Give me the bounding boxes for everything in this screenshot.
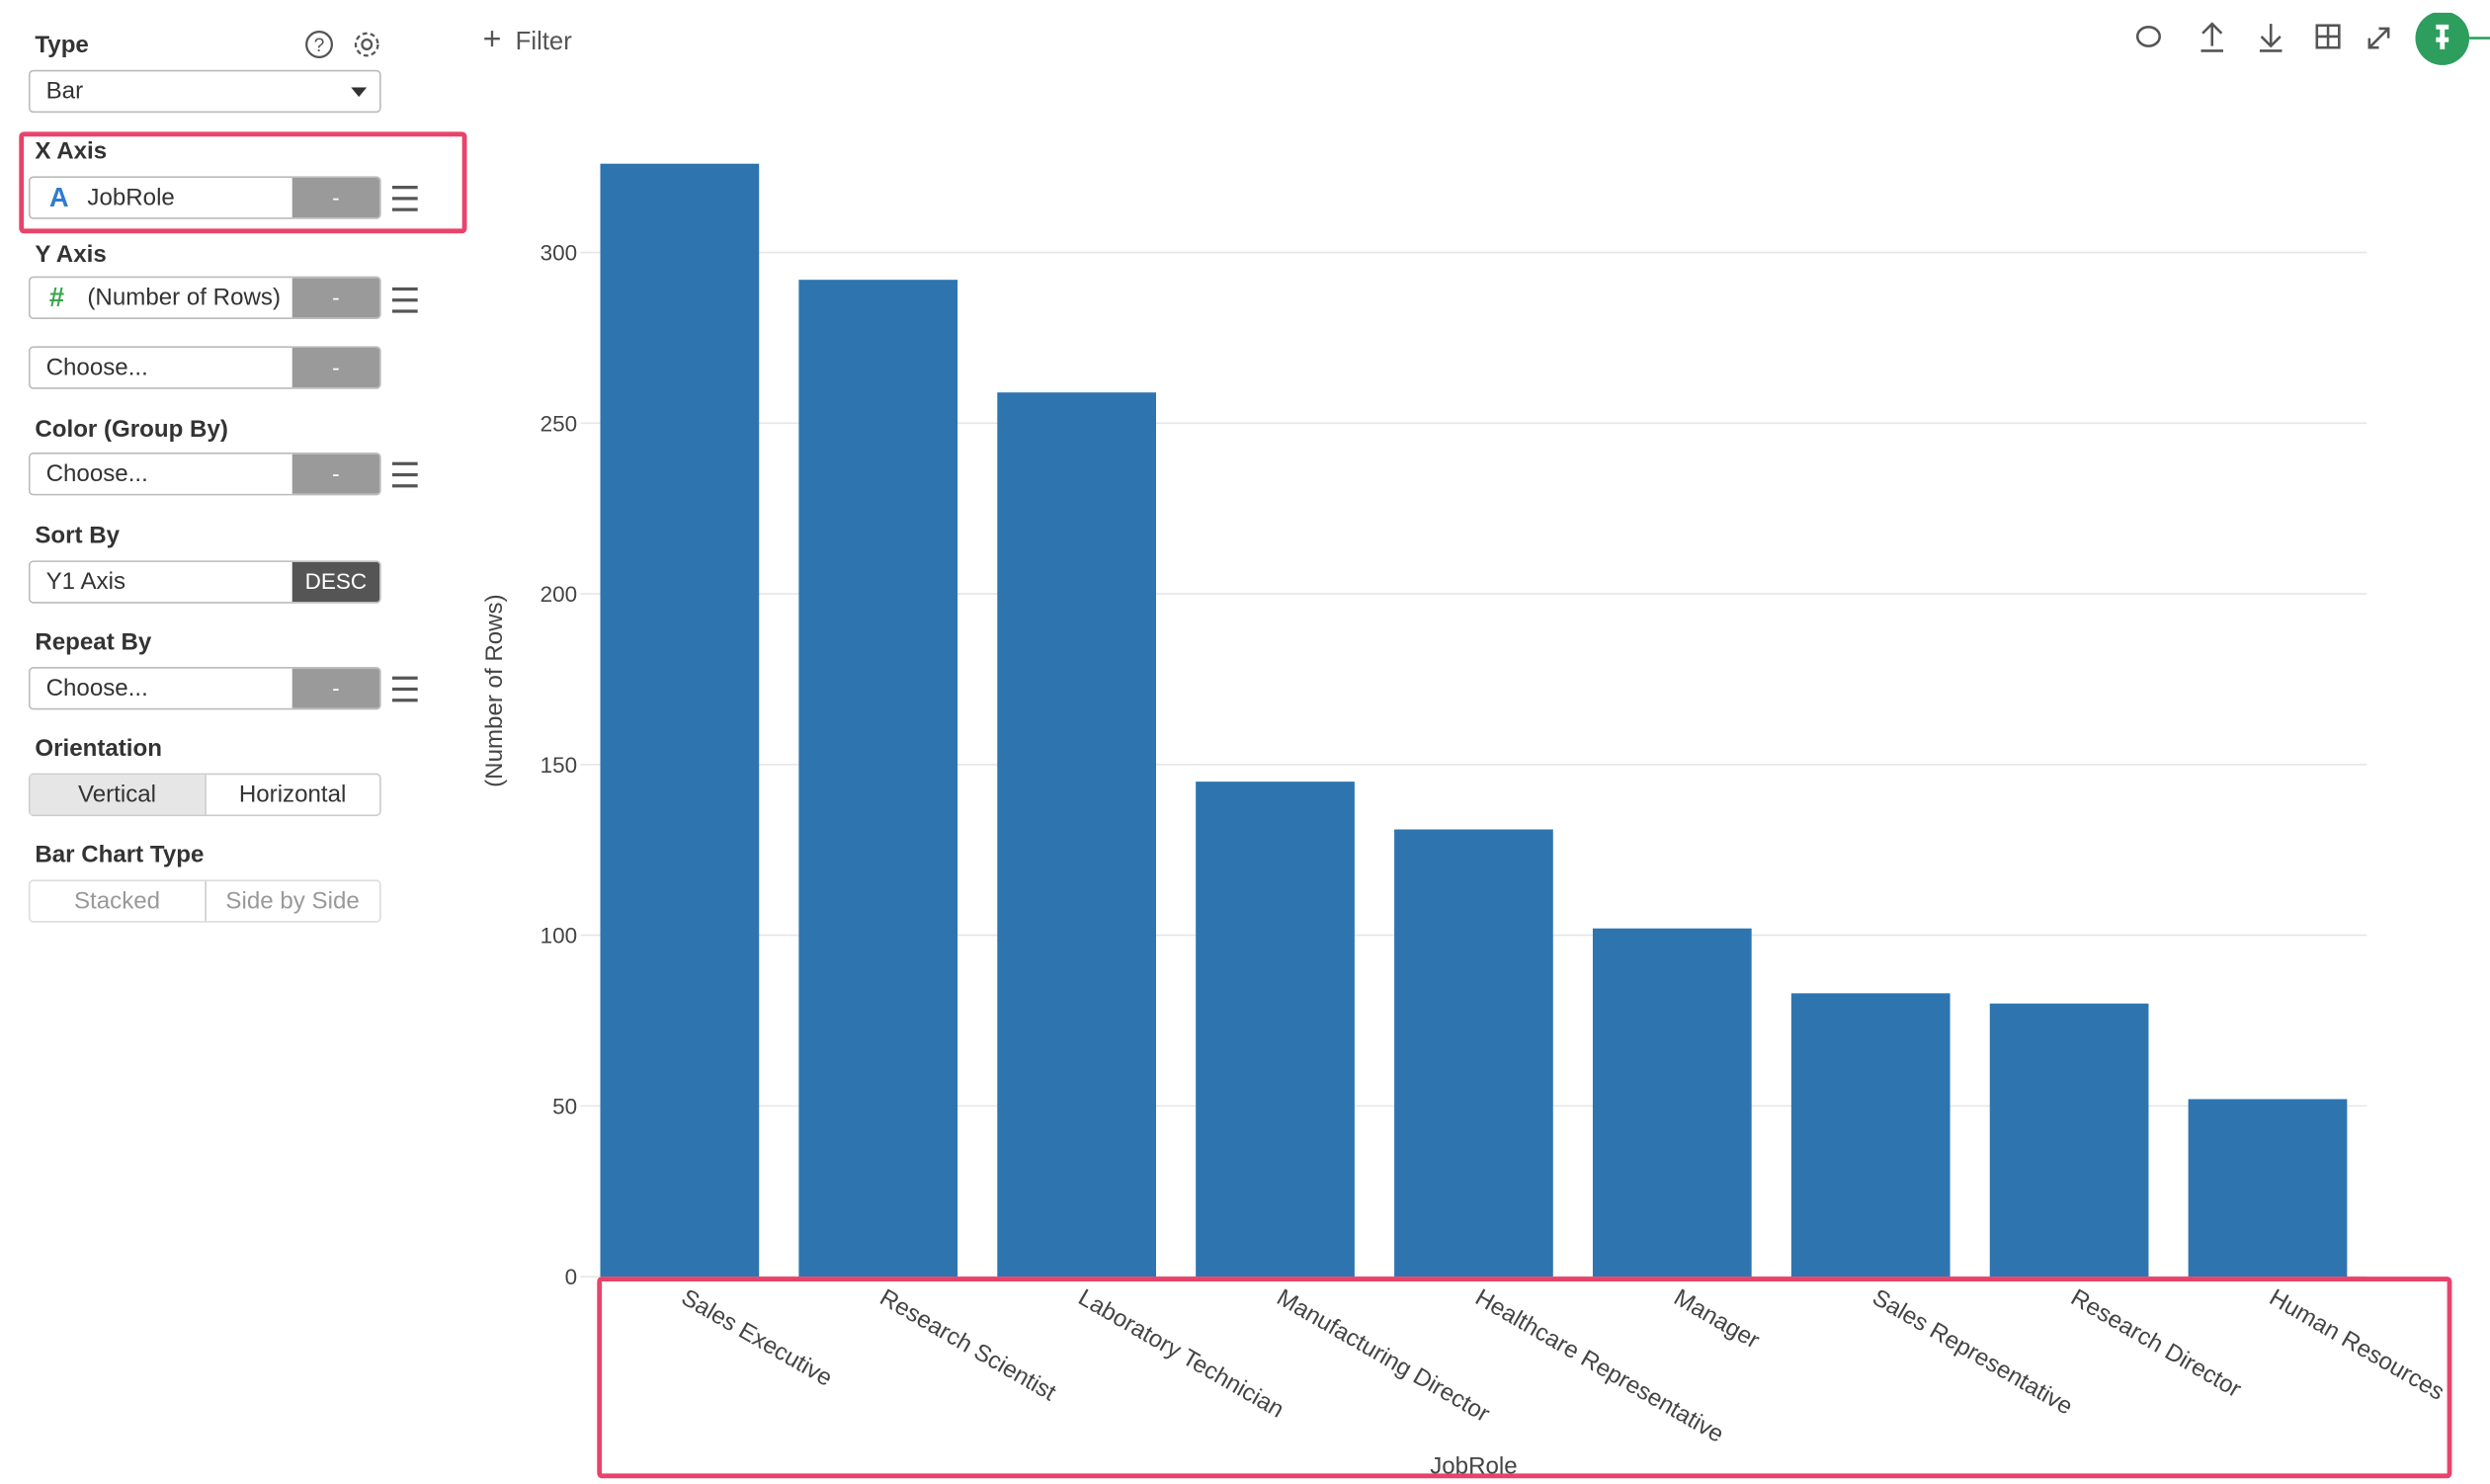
color-value: Choose...: [45, 460, 148, 488]
bar-type-label: Bar Chart Type: [35, 841, 205, 869]
filter-button[interactable]: + Filter: [482, 22, 572, 57]
sort-field[interactable]: Y1 Axis DESC: [28, 560, 381, 604]
repeat-label: Repeat By: [35, 628, 152, 656]
y-axis-value-2: Choose...: [45, 354, 148, 381]
type-value: Bar: [45, 77, 84, 106]
menu-icon[interactable]: [391, 186, 418, 211]
y-axis-field-2[interactable]: Choose... -: [28, 346, 381, 389]
remove-button[interactable]: -: [291, 177, 380, 218]
bar: [1196, 782, 1355, 1278]
y-tick-label: 150: [540, 753, 578, 778]
y-tick-label: 0: [565, 1265, 578, 1289]
y-axis-label: Y Axis: [35, 241, 107, 269]
sort-label: Sort By: [35, 522, 121, 550]
bar: [600, 163, 760, 1278]
x-axis-field[interactable]: A JobRole -: [28, 176, 381, 219]
x-axis-value: JobRole: [87, 184, 175, 211]
bar-type-toggle: Stacked Side by Side: [28, 879, 381, 923]
bar-type-option[interactable]: Side by Side: [204, 880, 380, 922]
repeat-field[interactable]: Choose... -: [28, 666, 381, 710]
text-type-icon: A: [48, 182, 69, 213]
bar: [798, 280, 958, 1278]
number-type-icon: #: [48, 283, 65, 313]
type-select[interactable]: Bar: [28, 69, 381, 114]
menu-icon[interactable]: [391, 676, 418, 702]
remove-button[interactable]: -: [291, 347, 380, 388]
y-tick-label: 200: [540, 582, 578, 607]
toolbar-icons[interactable]: [2128, 12, 2490, 67]
menu-icon[interactable]: [391, 287, 418, 313]
remove-button[interactable]: -: [291, 668, 380, 708]
orientation-option[interactable]: Horizontal: [204, 775, 380, 815]
bar: [1394, 829, 1553, 1278]
remove-button[interactable]: -: [291, 453, 380, 494]
sort-value: Y1 Axis: [45, 568, 126, 596]
x-axis-label: X Axis: [35, 137, 108, 166]
y-tick-label: 250: [540, 411, 578, 436]
sort-order-button[interactable]: DESC: [291, 561, 380, 603]
y-axis-value: (Number of Rows): [87, 284, 281, 311]
filter-label: Filter: [515, 28, 572, 56]
help-settings-icons[interactable]: ?: [303, 29, 386, 60]
y-tick-label: 50: [552, 1094, 577, 1118]
remove-button[interactable]: -: [291, 278, 380, 318]
bar: [1989, 1003, 2149, 1278]
y-axis-field[interactable]: # (Number of Rows) -: [28, 276, 381, 320]
type-label: Type: [35, 32, 89, 59]
repeat-value: Choose...: [45, 675, 148, 702]
highlight-box: [19, 131, 467, 234]
y-axis-title: (Number of Rows): [481, 594, 508, 786]
menu-icon[interactable]: [391, 461, 418, 488]
bar: [1592, 928, 1752, 1278]
orientation-toggle: Vertical Horizontal: [28, 773, 381, 817]
highlight-box: [597, 1277, 2452, 1479]
color-label: Color (Group By): [35, 416, 228, 444]
bar-type-option[interactable]: Stacked: [73, 887, 161, 915]
bar: [1790, 993, 1950, 1278]
orientation-label: Orientation: [35, 735, 162, 763]
y-tick-label: 300: [540, 241, 578, 266]
y-tick-label: 100: [540, 924, 578, 948]
orientation-option[interactable]: Vertical: [30, 775, 205, 815]
bar: [997, 392, 1156, 1278]
svg-text:?: ?: [314, 36, 325, 56]
bar: [2188, 1099, 2348, 1278]
color-field[interactable]: Choose... -: [28, 453, 381, 496]
